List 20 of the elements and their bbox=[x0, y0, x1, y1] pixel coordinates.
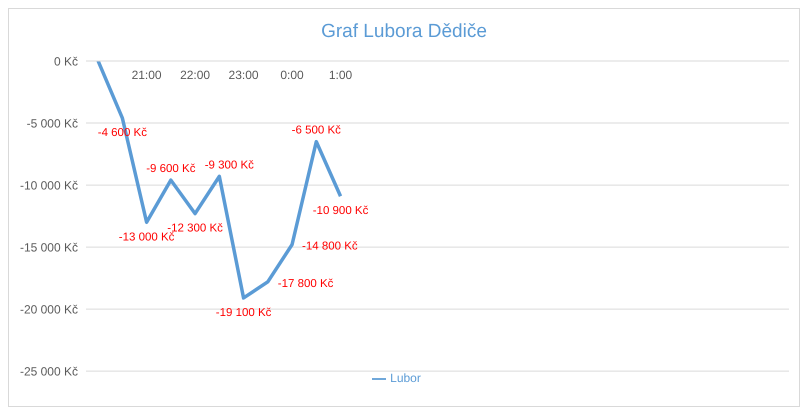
legend-label: Lubor bbox=[390, 371, 421, 386]
data-label: -14 800 Kč bbox=[302, 240, 358, 253]
x-tick-label: 21:00 bbox=[132, 68, 162, 82]
x-tick-label: 0:00 bbox=[280, 68, 304, 82]
x-tick-label: 22:00 bbox=[180, 68, 210, 82]
y-tick-label: -10 000 Kč bbox=[20, 178, 78, 192]
x-tick-label: 1:00 bbox=[328, 68, 353, 82]
data-label: -9 300 Kč bbox=[204, 159, 254, 172]
data-label: -10 900 Kč bbox=[312, 205, 369, 218]
y-tick-label: -5 000 Kč bbox=[26, 116, 78, 130]
y-tick-label: -20 000 Kč bbox=[20, 302, 78, 316]
data-label: -17 800 Kč bbox=[278, 278, 334, 290]
y-tick-label: -25 000 Kč bbox=[20, 364, 78, 378]
data-label: -9 600 Kč bbox=[146, 163, 196, 176]
y-tick-label: 0 Kč bbox=[54, 54, 78, 68]
x-tick-label: 23:00 bbox=[228, 68, 259, 82]
data-label: -6 500 Kč bbox=[292, 124, 342, 137]
y-tick-label: -15 000 Kč bbox=[20, 240, 78, 254]
chart-title: Graf Lubora Dědiče bbox=[320, 20, 488, 44]
data-label: -19 100 Kč bbox=[216, 306, 272, 319]
